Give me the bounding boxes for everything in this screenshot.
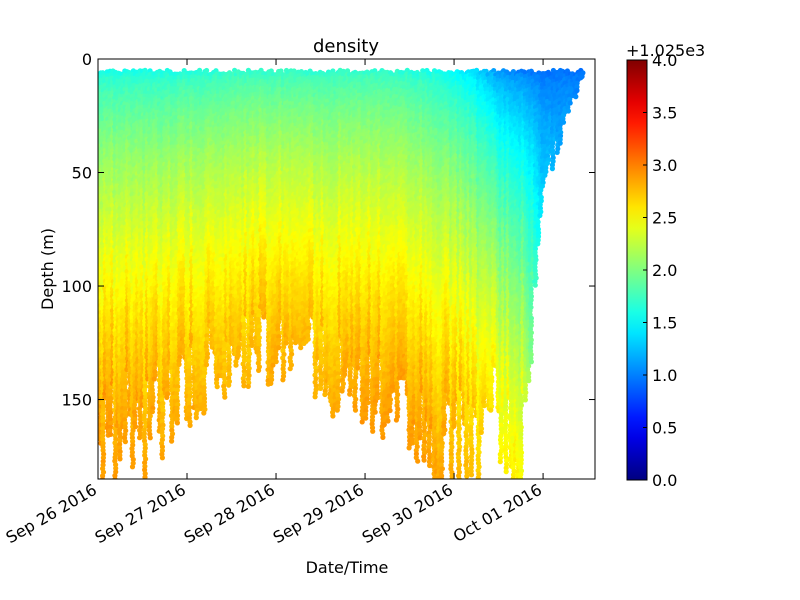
data-point [187, 422, 193, 428]
data-point [201, 410, 207, 416]
data-point [176, 361, 182, 367]
data-point [174, 420, 180, 426]
data-point [100, 484, 105, 489]
data-point [147, 435, 153, 441]
data-point [101, 488, 106, 493]
data-point [193, 415, 199, 421]
data-point [132, 424, 139, 430]
data-point [222, 394, 228, 400]
data-point [107, 431, 114, 437]
data-point [122, 439, 128, 445]
data-point [129, 464, 136, 470]
data-point [117, 456, 123, 462]
data-point [164, 394, 170, 400]
data-point [159, 455, 165, 461]
data-point [214, 384, 220, 390]
data-point [203, 362, 210, 368]
data-point [151, 376, 157, 382]
data-point [113, 480, 118, 485]
data-point [137, 435, 143, 441]
scatter-points [98, 67, 586, 493]
data-point [169, 438, 175, 444]
data-point [100, 481, 105, 486]
data-point [113, 484, 118, 489]
data-point [149, 409, 155, 415]
